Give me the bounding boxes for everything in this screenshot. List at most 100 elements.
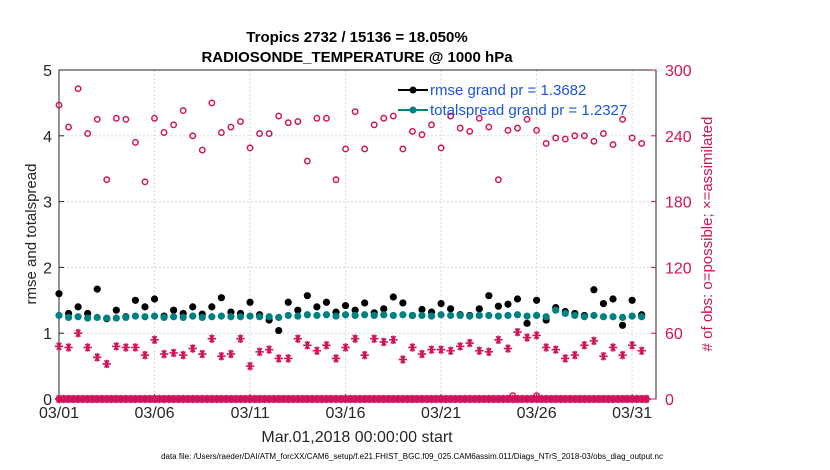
obs_zero_row-asterisk-point [298,394,307,404]
obs_possible-point [103,176,111,184]
obs_zero_row-asterisk-point [102,394,111,404]
obs_assimilated-point [436,345,446,354]
right-tick-label: 240 [665,129,692,146]
rmse-point [513,295,522,303]
totalspread-point [208,313,216,321]
x-tick-label: 03/26 [517,405,557,422]
totalspread-point [389,311,397,320]
totalspread-point [599,313,608,321]
obs_possible-point [227,123,235,131]
obs_possible-point [170,121,178,129]
obs_possible-point [122,115,130,123]
totalspread-point [427,312,436,320]
obs_possible-point [342,145,350,153]
obs_possible-point [380,114,388,122]
obs_zero_row-asterisk-point [288,394,298,404]
obs_possible-point [198,146,206,154]
obs_possible-point [370,121,378,129]
rmse-point [533,296,541,304]
obs_possible-point [447,112,455,120]
totalspread-point [552,306,560,314]
obs_possible-point [189,132,197,140]
left-tick-label: 2 [43,260,52,277]
rmse-point [523,319,531,327]
obs_zero_row-asterisk-point [64,394,73,404]
totalspread-point [609,313,617,321]
obs_assimilated-point [532,331,541,340]
rmse-point [599,299,608,308]
left-tick-label: 0 [43,392,52,409]
obs_possible-point [514,124,521,132]
obs_possible-point [580,132,588,140]
obs_zero_row-asterisk-point [312,394,322,404]
obs_possible-point [323,114,330,122]
totalspread-point [580,313,588,321]
totalspread-point [561,309,569,318]
obs_assimilated-point [284,354,293,363]
obs_possible-point [571,132,579,140]
obs_possible-point [237,118,244,125]
x-tick-label: 03/16 [326,405,366,422]
axis-ticks: 03/01 03/06 03/11 03/16 03/21 03/26 03/31 0 1 2 3 4… [39,63,692,422]
obs_possible-point [313,114,321,122]
obs_possible-point [65,123,73,131]
obs_assimilated-point [503,344,513,353]
obs_possible-point [284,119,292,127]
rmse-point [150,295,159,303]
totalspread-point [456,311,464,320]
left-tick-label: 1 [43,326,52,343]
obs_possible-point [275,112,283,120]
obs_zero_row-asterisk-point [370,394,379,404]
rmse-point [447,305,455,313]
totalspread-point [542,313,550,321]
obs_assimilated-point [398,355,408,364]
totalspread-point [275,313,283,322]
rmse-point [141,303,149,311]
obs_assimilated-point [121,343,131,352]
obs_assimilated-point [608,343,618,352]
obs_assimilated-point [178,350,188,360]
right-axis-label: # of obs: o=possible; ×=assimilated [699,117,716,352]
obs_possible-point [361,145,369,153]
rmse-point [389,293,397,301]
obs_zero_row-asterisk-point [260,394,269,404]
totalspread-point [313,311,321,320]
totalspread-point [236,313,245,321]
x-axis-label: Mar.01,2018 00:00:00 start [261,429,453,446]
obs_possible-point [523,115,531,123]
obs_possible-point [351,108,359,116]
obs_assimilated-point [131,343,140,352]
obs_possible-point [466,127,474,135]
obs_possible-point [112,114,120,122]
obs_zero_row-asterisk-point [188,394,197,404]
obs_assimilated-point [331,354,341,363]
totalspread-point [93,313,101,322]
obs_possible-point [179,107,187,115]
totalspread-point [571,311,579,320]
obs_zero_row-asterisk-point [303,394,312,404]
left-tick-label: 4 [43,129,52,146]
totalspread-point [466,312,474,320]
totalspread-point [284,311,292,320]
rmse-point [399,299,407,307]
totalspread-point [418,311,426,320]
rmse-point [494,302,502,310]
obs_possible-point [74,85,82,93]
obs_zero_row-asterisk-point [613,394,622,404]
totalspread-point [618,313,627,322]
obs_possible-point [418,131,426,139]
totalspread-point [523,312,531,320]
obs_small_possible-point [533,392,541,400]
totalspread-point [408,311,417,320]
legend: rmse grand pr = 1.3682 totalspread grand… [398,82,627,119]
obs_assimilated-point [551,345,560,354]
obs_assimilated-point [207,334,217,343]
rmse-point [341,301,350,310]
totalspread-point [437,311,445,319]
totalspread-point [504,311,512,320]
rmse-point [93,285,101,293]
obs_possible-point [217,129,225,136]
obs_assimilated-point [494,335,503,344]
obs_assimilated-point [169,348,178,358]
